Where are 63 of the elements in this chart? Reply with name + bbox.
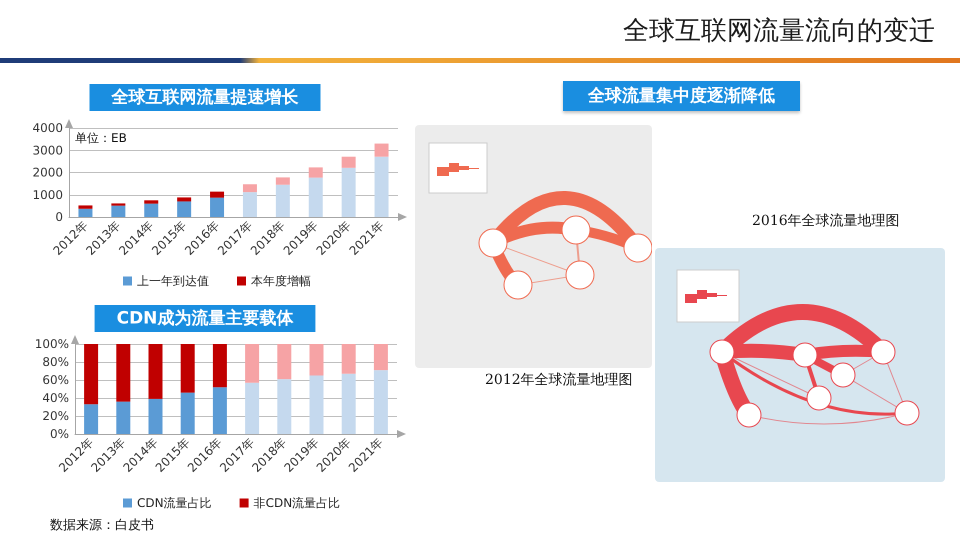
bar (180, 392, 195, 434)
bar (148, 344, 162, 399)
bar (84, 344, 98, 404)
legend-label: 本年度增幅 (251, 274, 311, 288)
bar (277, 379, 292, 434)
bar (148, 398, 162, 434)
bar (276, 184, 290, 217)
bar (116, 402, 130, 434)
bar (212, 344, 227, 388)
bar (342, 156, 356, 168)
bar (78, 205, 92, 209)
bar (210, 198, 224, 217)
y-axis-title: 单位：EB (75, 131, 127, 145)
chart-title: CDN成为流量主要载体 (116, 308, 294, 328)
bar (144, 200, 158, 204)
bar (308, 167, 323, 178)
legend-label: 上一年到达值 (137, 274, 209, 288)
y-tick-label: 2000 (32, 166, 63, 180)
bar (84, 404, 98, 434)
y-tick-label: 20% (42, 409, 69, 423)
bar (180, 344, 195, 393)
bar (310, 344, 324, 376)
bar (374, 156, 389, 217)
y-tick-label: 80% (42, 355, 69, 369)
bar (116, 344, 130, 402)
bar (245, 344, 260, 383)
y-tick-label: 0% (50, 427, 69, 441)
bar (276, 177, 290, 185)
bar (310, 376, 324, 434)
y-tick-label: 3000 (32, 143, 63, 158)
source-note: 数据来源：白皮书 (50, 518, 154, 533)
bar (374, 344, 388, 370)
chart-title: 全球互联网流量提速增长 (110, 88, 300, 108)
bar (177, 201, 192, 217)
text: 2016年全球流量地理图 (752, 212, 900, 230)
text: 全球流量集中度逐渐降低 (563, 81, 800, 111)
bar (277, 344, 292, 380)
y-tick-label: 0 (55, 210, 63, 224)
bar (212, 387, 227, 434)
text: 2012年全球流量地理图 (485, 371, 633, 389)
text: 全球互联网流量流向的变迁 (623, 15, 935, 48)
bar (242, 184, 257, 192)
y-tick-label: 60% (42, 373, 69, 387)
y-tick-label: 4000 (32, 121, 63, 135)
bar (242, 192, 257, 217)
bar (78, 208, 92, 217)
y-tick-label: 1000 (32, 188, 63, 202)
bar (342, 344, 356, 374)
bar (308, 178, 323, 217)
bar (210, 192, 224, 198)
legend-label: 非CDN流量占比 (254, 496, 340, 510)
legend-label: CDN流量占比 (137, 496, 212, 510)
bar (177, 197, 192, 202)
bar (342, 168, 356, 217)
bar (111, 203, 126, 206)
bar (245, 382, 260, 434)
bar (144, 204, 158, 217)
y-tick-label: 40% (42, 391, 69, 405)
bar (111, 206, 126, 217)
bar (374, 370, 388, 434)
bar (342, 374, 356, 434)
bar (374, 144, 389, 157)
y-tick-label: 100% (34, 337, 69, 351)
